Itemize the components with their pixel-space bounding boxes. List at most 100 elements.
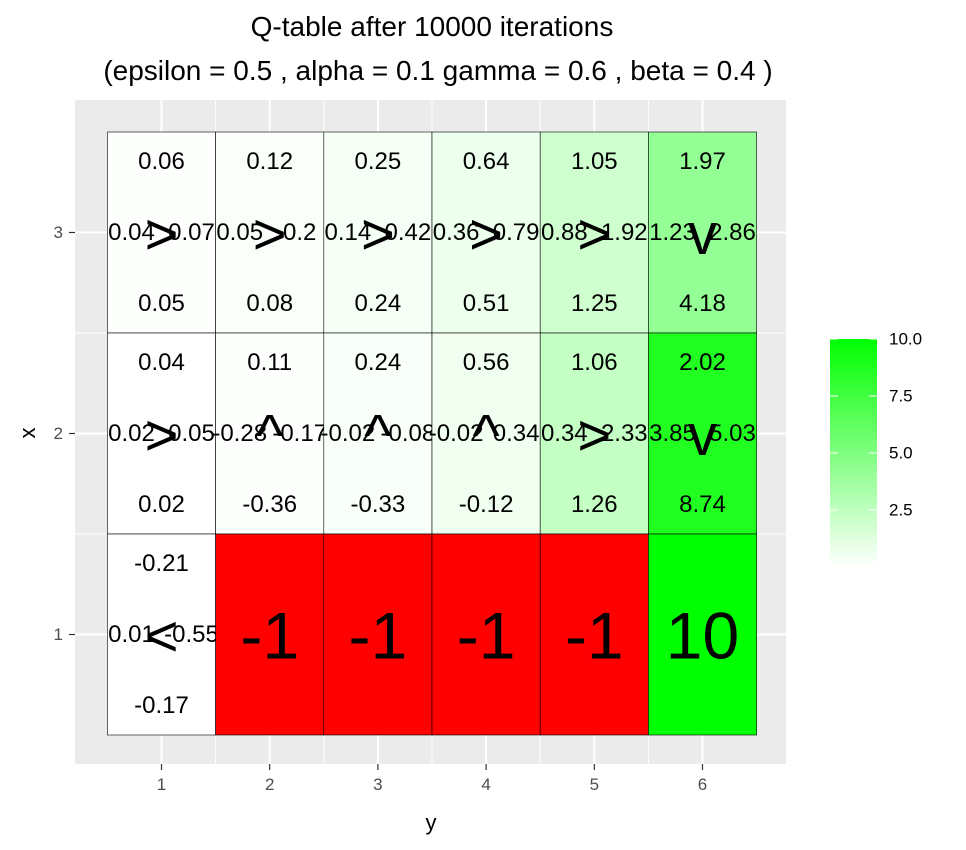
cell-x3-y1: 0.06 0.05 0.04 0.07> xyxy=(107,131,216,334)
heatmap-tile xyxy=(431,332,541,535)
cell-x3-y6: 1.97 4.18 1.23 2.86v xyxy=(648,131,757,334)
policy-arrow: ^ xyxy=(472,403,499,468)
cell-x2-y6: 2.02 8.74 3.85 5.03v xyxy=(648,332,757,535)
policy-arrow: < xyxy=(145,604,179,669)
q-value-up: 0.24 xyxy=(355,349,402,376)
q-value-down: 1.26 xyxy=(571,491,618,518)
terminal-value-label: -1 xyxy=(349,599,408,673)
q-value-up: 0.04 xyxy=(138,349,185,376)
y-axis-title: x xyxy=(15,428,40,439)
cell-x3-y3: 0.25 0.24 0.14 0.42> xyxy=(323,131,433,334)
cell-x1-y5: -1 xyxy=(539,533,649,736)
heatmap-tile xyxy=(431,533,541,736)
q-value-right: 0.07 xyxy=(168,219,215,246)
heatmap-tile xyxy=(215,131,325,334)
q-value-up: 0.06 xyxy=(138,148,185,175)
cell-x2-y1: 0.04 0.02 0.02 0.05> xyxy=(107,332,216,535)
policy-arrow: v xyxy=(688,403,717,468)
policy-arrow: ^ xyxy=(364,403,391,468)
y-tick-label: 3 xyxy=(54,223,63,242)
policy-arrow: > xyxy=(469,202,503,267)
q-value-left: 0.02 xyxy=(108,420,155,447)
q-value-left: 1.23 xyxy=(649,219,696,246)
legend-tick-label: 7.5 xyxy=(889,387,913,406)
y-axis-ticks: 1 2 3 xyxy=(54,223,75,644)
x-tick-label: 2 xyxy=(265,775,274,794)
x-axis-title: y xyxy=(426,810,437,835)
q-value-up: -0.21 xyxy=(134,550,189,577)
heatmap-tile xyxy=(539,131,649,334)
q-value-up: 1.05 xyxy=(571,148,618,175)
policy-arrow: ^ xyxy=(256,403,283,468)
heatmap-tile xyxy=(107,332,216,535)
q-value-left: -0.02 xyxy=(321,420,376,447)
q-value-left: 3.85 xyxy=(649,420,696,447)
q-value-right: 0.34 xyxy=(493,420,540,447)
terminal-value-label: -1 xyxy=(240,599,299,673)
q-value-down: -0.36 xyxy=(242,491,297,518)
cell-x1-y4: -1 xyxy=(431,533,541,736)
cell-x2-y4: 0.56 -0.12 -0.02 0.34^ xyxy=(429,332,541,535)
cell-x3-y2: 0.12 0.08 0.05 0.2> xyxy=(215,131,325,334)
cell-x3-y5: 1.05 1.25 0.88 1.92> xyxy=(539,131,649,334)
y-tick-label: 1 xyxy=(54,625,63,644)
q-value-right: 0.79 xyxy=(493,219,540,246)
cell-x1-y6: 10 xyxy=(648,533,757,736)
terminal-value-label: -1 xyxy=(565,599,624,673)
chart-title-line2: (epsilon = 0.5 , alpha = 0.1 gamma = 0.6… xyxy=(103,55,772,86)
x-tick-label: 6 xyxy=(698,775,707,794)
x-tick-label: 3 xyxy=(373,775,382,794)
terminal-value-label: 10 xyxy=(666,599,739,673)
legend-tick-label: 5.0 xyxy=(889,444,913,463)
q-value-down: 0.02 xyxy=(138,491,185,518)
q-value-right: 0.42 xyxy=(385,219,432,246)
q-value-down: 1.25 xyxy=(571,290,618,317)
q-value-left: -0.28 xyxy=(212,420,267,447)
heatmap-tile xyxy=(648,332,757,535)
q-value-up: 0.64 xyxy=(463,148,510,175)
q-value-up: 1.97 xyxy=(679,148,726,175)
q-value-down: 4.18 xyxy=(679,290,726,317)
heatmap-tile xyxy=(323,131,433,334)
q-value-left: 0.01 xyxy=(108,621,155,648)
cell-x2-y2: 0.11 -0.36 -0.28 -0.17^ xyxy=(212,332,327,535)
x-tick-label: 1 xyxy=(157,775,166,794)
q-value-up: 0.11 xyxy=(247,349,292,376)
q-value-left: 0.14 xyxy=(325,219,372,246)
q-value-up: 0.56 xyxy=(463,349,510,376)
heatmap-tile xyxy=(648,131,757,334)
cell-x1-y3: -1 xyxy=(323,533,433,736)
q-value-right: -0.55 xyxy=(164,621,219,648)
q-value-right: 0.05 xyxy=(168,420,215,447)
heatmap-tile xyxy=(539,332,649,535)
cell-x2-y3: 0.24 -0.33 -0.02 -0.08^ xyxy=(321,332,435,535)
q-value-left: 0.88 xyxy=(541,219,588,246)
heatmap-tile xyxy=(323,332,433,535)
q-value-left: 0.34 xyxy=(541,420,588,447)
heatmap-tile xyxy=(107,533,216,736)
heatmap-cells: 0.06 0.05 0.04 0.07 >0.120.080.05 0.2> 0.25 0.2… xyxy=(107,131,757,736)
policy-arrow: > xyxy=(577,403,611,468)
q-value-right: 2.33 xyxy=(601,420,648,447)
legend-tick-label: 2.5 xyxy=(889,501,913,520)
q-value-right: 5.03 xyxy=(709,420,756,447)
policy-arrow: > xyxy=(145,403,179,468)
x-axis-ticks: 1 2 3 4 5 6 xyxy=(157,764,707,794)
heatmap-tile xyxy=(215,332,325,535)
q-value-down: -0.12 xyxy=(459,491,514,518)
policy-arrow: v xyxy=(688,202,717,267)
q-value-down: 0.51 xyxy=(463,290,510,317)
q-value-left: -0.02 xyxy=(429,420,484,447)
q-value-right: -0.17 xyxy=(272,420,327,447)
policy-arrow: > xyxy=(361,202,395,267)
q-value-down: -0.33 xyxy=(351,491,406,518)
q-value-down: 0.05 xyxy=(138,290,185,317)
policy-arrow: > xyxy=(253,202,287,267)
q-value-right: 1.92 xyxy=(601,219,648,246)
q-value-left: 0.36 xyxy=(433,219,480,246)
q-value-up: 1.06 xyxy=(571,349,618,376)
q-value-up: 0.25 xyxy=(355,148,402,175)
x-tick-label: 4 xyxy=(481,775,490,794)
q-value-down: -0.17 xyxy=(134,692,189,719)
